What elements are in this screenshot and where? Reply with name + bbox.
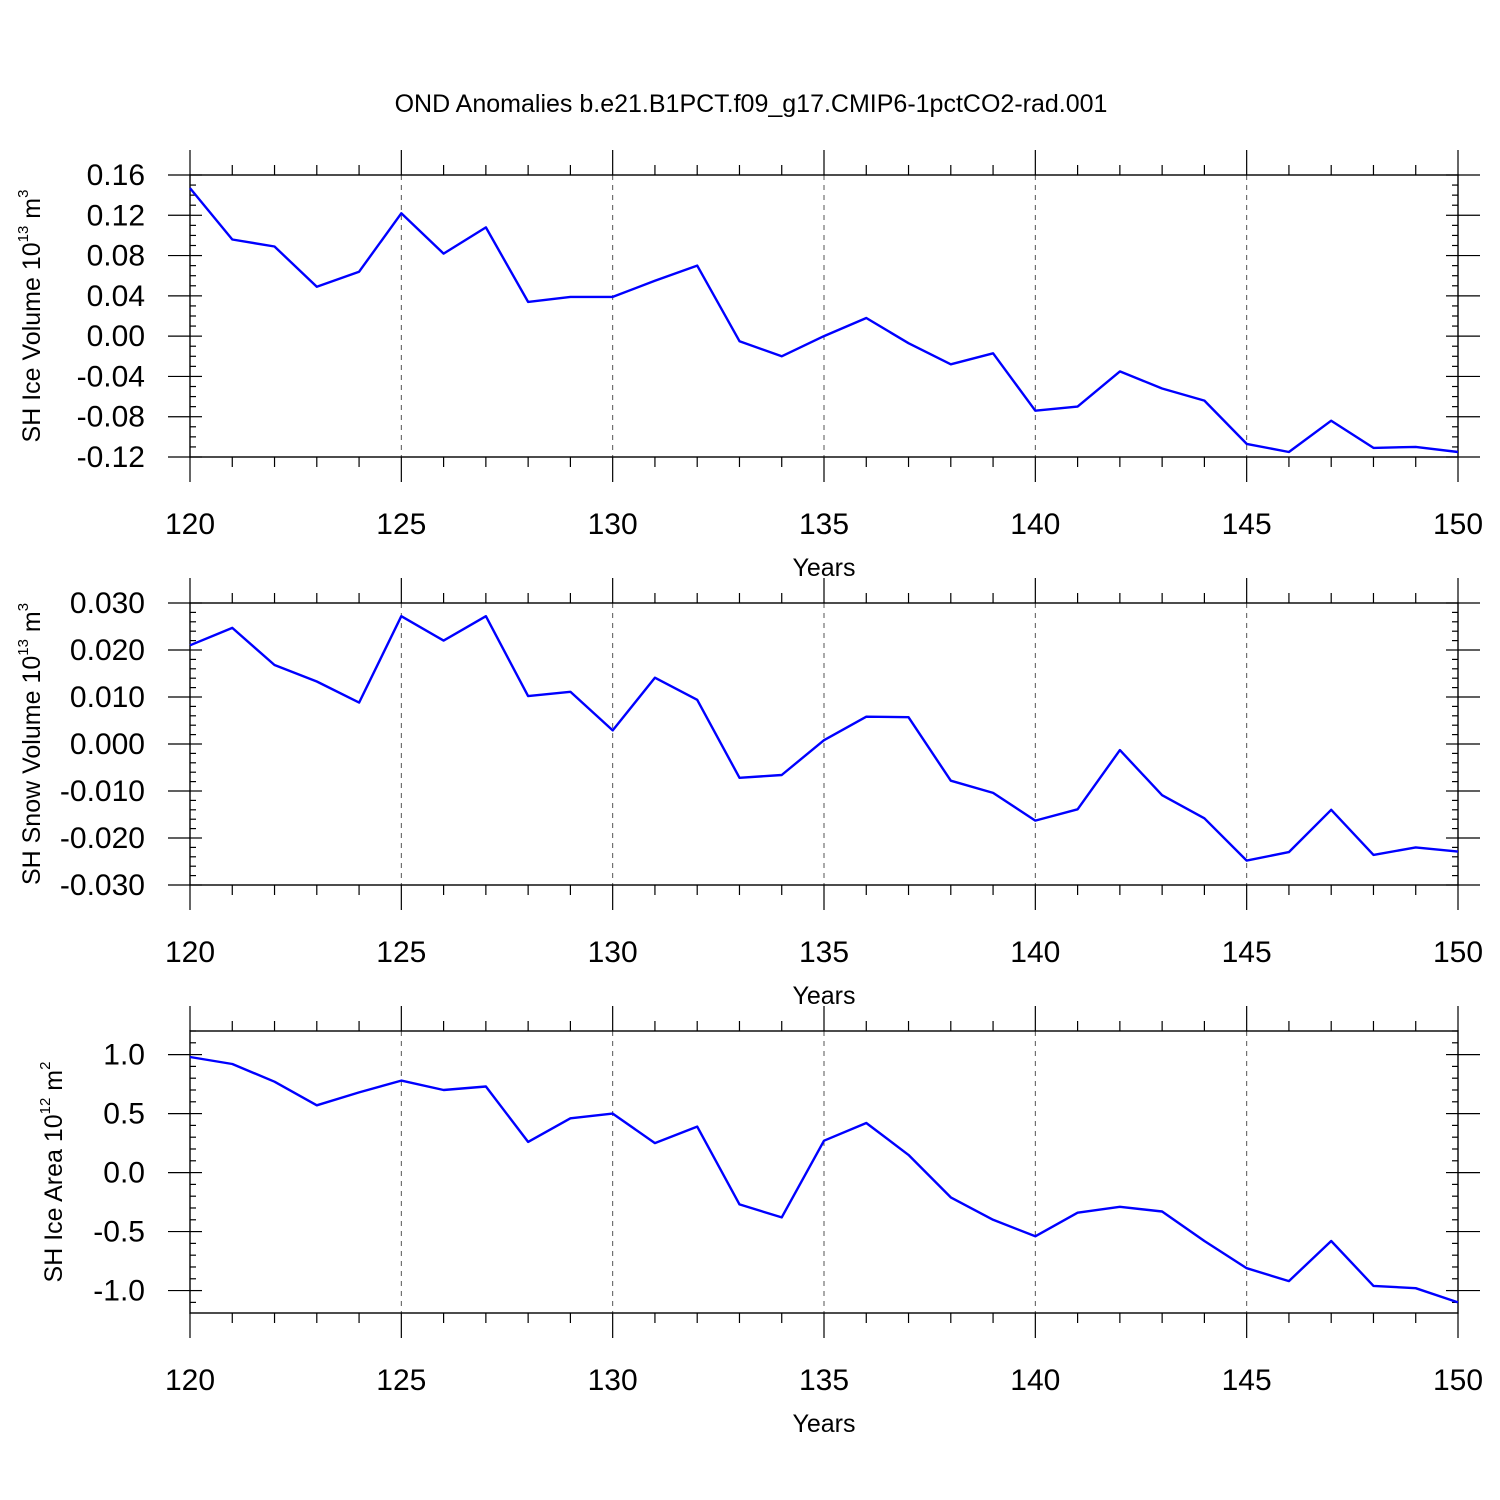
x-axis-label: Years [792,1410,855,1438]
y-axis-label-unit-exponent: 3 [15,603,32,611]
y-tick-label: -1.0 [93,1275,145,1308]
x-tick-label: 145 [1222,508,1272,541]
data-series [189,1055,1459,1304]
y-axis-label-unit: m [18,198,46,226]
x-axis-label: Years [792,982,855,1010]
y-tick-label: 0.030 [70,587,145,620]
series-line [189,1055,1459,1304]
x-tick-label: 135 [799,936,849,969]
y-axis-label-main: SH Snow Volume 10 [18,656,46,885]
plot-frame [189,1030,1459,1314]
y-axis-label: SH Ice Volume 1013 m3 [15,190,46,443]
y-tick-label: 1.0 [103,1039,145,1072]
x-tick-label: 145 [1222,1364,1272,1397]
y-tick-labels: -1.0 -0.5 0.0 0.5 1.0 [93,1039,145,1308]
x-tick-label: 120 [165,508,215,541]
x-tick-labels: 120 125 130 135 140 145 150 [165,508,1483,541]
x-tick-labels: 120 125 130 135 140 145 150 [165,936,1483,969]
x-tick-label: 150 [1433,936,1483,969]
y-tick-label: 0.020 [70,634,145,667]
y-tick-label: -0.04 [77,360,145,393]
plot-frame [189,174,1459,458]
y-axis-label-exponent: 12 [37,1098,54,1115]
series-line [189,615,1459,862]
x-tick-label: 130 [588,936,638,969]
y-axis-label-main: SH Ice Area 10 [40,1114,68,1282]
x-tick-label: 130 [588,508,638,541]
y-tick-label: 0.5 [103,1098,145,1131]
plot-frame [189,602,1459,886]
y-axis-label-unit: m [40,1070,68,1098]
x-tick-label: 140 [1010,1364,1060,1397]
y-tick-label: 0.00 [87,320,145,353]
x-tick-label: 120 [165,1364,215,1397]
axis-ticks [168,578,1480,910]
data-series [189,187,1459,454]
y-axis-label: SH Snow Volume 1013 m3 [15,603,46,885]
grid-lines [400,603,1248,885]
y-tick-labels: -0.030 -0.020 -0.010 0.000 0.010 0.020 0.030 [60,587,145,902]
x-tick-label: 145 [1222,936,1272,969]
y-tick-label: -0.5 [93,1216,145,1249]
y-tick-label: 0.16 [87,159,145,192]
y-tick-label: -0.010 [60,775,145,808]
y-axis-label-main: SH Ice Volume 10 [18,242,46,442]
x-tick-label: 125 [376,1364,426,1397]
x-tick-labels: 120 125 130 135 140 145 150 [165,1364,1483,1397]
x-tick-label: 125 [376,508,426,541]
y-tick-label: -0.030 [60,869,145,902]
y-axis-label-unit: m [18,611,46,639]
y-axis-label-unit-exponent: 3 [15,190,32,198]
x-tick-label: 135 [799,508,849,541]
y-tick-label: -0.12 [77,441,145,474]
panel-ice-area: -1.0-0.50.00.51.0 120 125 130 135 140 145 150 … [37,1006,1483,1438]
x-tick-label: 135 [799,1364,849,1397]
axis-ticks [168,1006,1480,1338]
y-tick-label: 0.08 [87,240,145,273]
y-tick-label: 0.0 [103,1157,145,1190]
y-axis-label-exponent: 13 [15,639,32,656]
x-tick-label: 140 [1010,508,1060,541]
x-tick-label: 150 [1433,1364,1483,1397]
y-tick-label: -0.020 [60,822,145,855]
y-tick-label: 0.04 [87,280,145,313]
y-tick-labels: -0.12 -0.08 -0.04 0.00 0.04 0.08 0.12 0.16 [77,159,145,474]
x-tick-label: 140 [1010,936,1060,969]
y-axis-label-exponent: 13 [15,226,32,243]
x-tick-label: 125 [376,936,426,969]
grid-lines [400,1031,1248,1313]
x-axis-label: Years [792,554,855,582]
data-series [189,615,1459,862]
y-tick-label: 0.12 [87,199,145,232]
y-tick-label: -0.08 [77,401,145,434]
y-tick-label: 0.000 [70,728,145,761]
series-line [189,187,1459,454]
y-axis-label-unit-exponent: 2 [37,1062,54,1070]
y-axis-label: SH Ice Area 1012 m2 [37,1062,68,1283]
figure-title: OND Anomalies b.e21.B1PCT.f09_g17.CMIP6-… [395,90,1108,118]
panel-ice-volume: -0.12-0.08-0.040.000.040.080.120.16 120 1… [15,150,1483,582]
y-tick-label: 0.010 [70,681,145,714]
panel-snow-volume: -0.030 -0.020 -0.010 0.000 0.010 0.020 0.030 1… [15,578,1483,1010]
x-tick-label: 120 [165,936,215,969]
x-tick-label: 150 [1433,508,1483,541]
x-tick-label: 130 [588,1364,638,1397]
